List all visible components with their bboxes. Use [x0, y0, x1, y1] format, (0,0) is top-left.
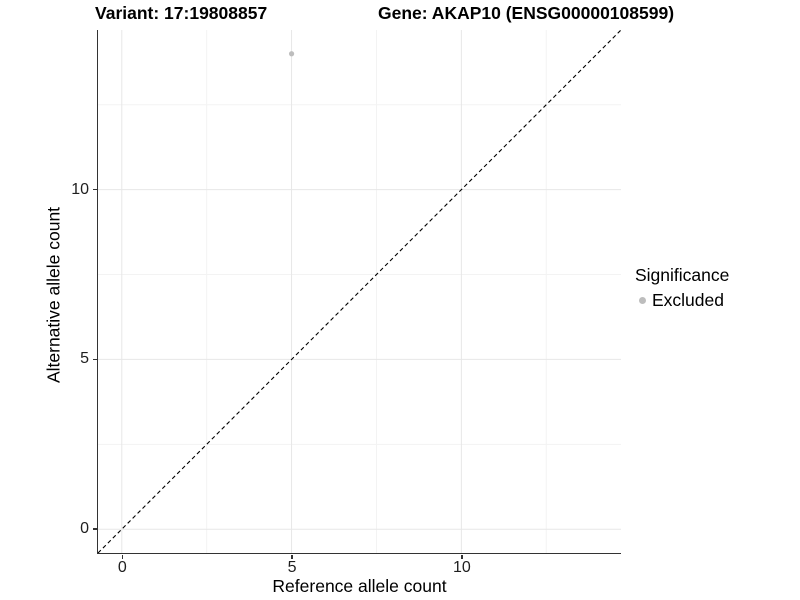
y-axis-label: Alternative allele count — [43, 206, 64, 384]
plot-title-variant: Variant: 17:19808857 — [95, 3, 268, 23]
x-tick-mark — [291, 554, 293, 559]
plot-panel — [97, 30, 621, 554]
legend-entry-label: Excluded — [652, 290, 724, 310]
plot-title-gene: Gene: AKAP10 (ENSG00000108599) — [378, 3, 675, 23]
x-tick-label: 10 — [452, 559, 471, 576]
y-tick-mark — [92, 358, 97, 361]
x-tick-mark — [121, 554, 124, 559]
legend-key-circle-icon — [639, 297, 646, 304]
x-tick-mark — [461, 554, 463, 559]
legend-title: Significance — [635, 265, 730, 285]
legend-entry-excluded: Excluded — [639, 290, 729, 311]
x-tick-label: 5 — [287, 559, 297, 576]
chart-canvas — [98, 30, 621, 553]
x-tick-label: 0 — [117, 559, 127, 576]
chart-line — [98, 30, 621, 553]
legend: Significance Excluded — [635, 265, 729, 311]
y-tick-label: 10 — [71, 180, 89, 198]
y-tick-mark — [92, 528, 97, 530]
y-tick-label: 5 — [80, 350, 89, 368]
y-tick-label: 0 — [80, 520, 89, 538]
data-point — [288, 51, 295, 57]
y-tick-mark — [92, 188, 97, 191]
x-axis-label: Reference allele count — [272, 576, 447, 596]
